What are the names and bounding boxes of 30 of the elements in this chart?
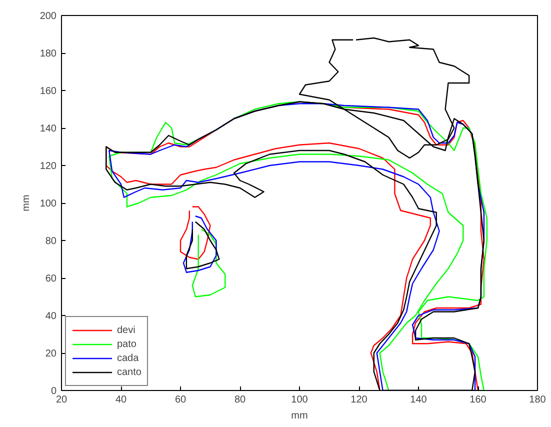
x-tick-label: 140 <box>410 394 428 406</box>
x-tick-label: 60 <box>174 394 186 406</box>
y-tick-label: 160 <box>40 86 57 97</box>
y-tick-label: 120 <box>40 161 57 172</box>
x-axis-title: mm <box>291 410 308 422</box>
y-tick-label: 200 <box>40 11 57 22</box>
line-series <box>192 228 226 298</box>
legend-label: devi <box>117 324 136 337</box>
y-tick-label: 80 <box>45 236 57 247</box>
y-tick-label: 140 <box>40 124 57 134</box>
line-series <box>180 206 211 260</box>
x-tick-label: 180 <box>529 394 546 406</box>
x-tick-label: 40 <box>115 394 127 406</box>
y-tick-label: 100 <box>40 198 57 210</box>
line-series <box>186 221 220 270</box>
y-tick-label: 60 <box>45 274 57 284</box>
legend-label: cada <box>117 352 139 365</box>
x-tick-label: 160 <box>470 394 487 406</box>
y-tick-label: 20 <box>45 348 57 360</box>
x-tick-label: 120 <box>350 394 368 406</box>
x-tick-label: 20 <box>56 394 68 406</box>
line-series <box>182 216 217 273</box>
legend-label: canto <box>117 366 142 379</box>
y-tick-label: 40 <box>45 311 57 322</box>
x-tick-label: 100 <box>291 394 308 406</box>
y-tick-label: 0 <box>50 386 57 397</box>
x-tick-label: 80 <box>234 394 246 406</box>
y-axis-title: mm <box>20 194 32 212</box>
legend-label: pato <box>117 338 137 351</box>
y-tick-label: 180 <box>40 48 57 60</box>
